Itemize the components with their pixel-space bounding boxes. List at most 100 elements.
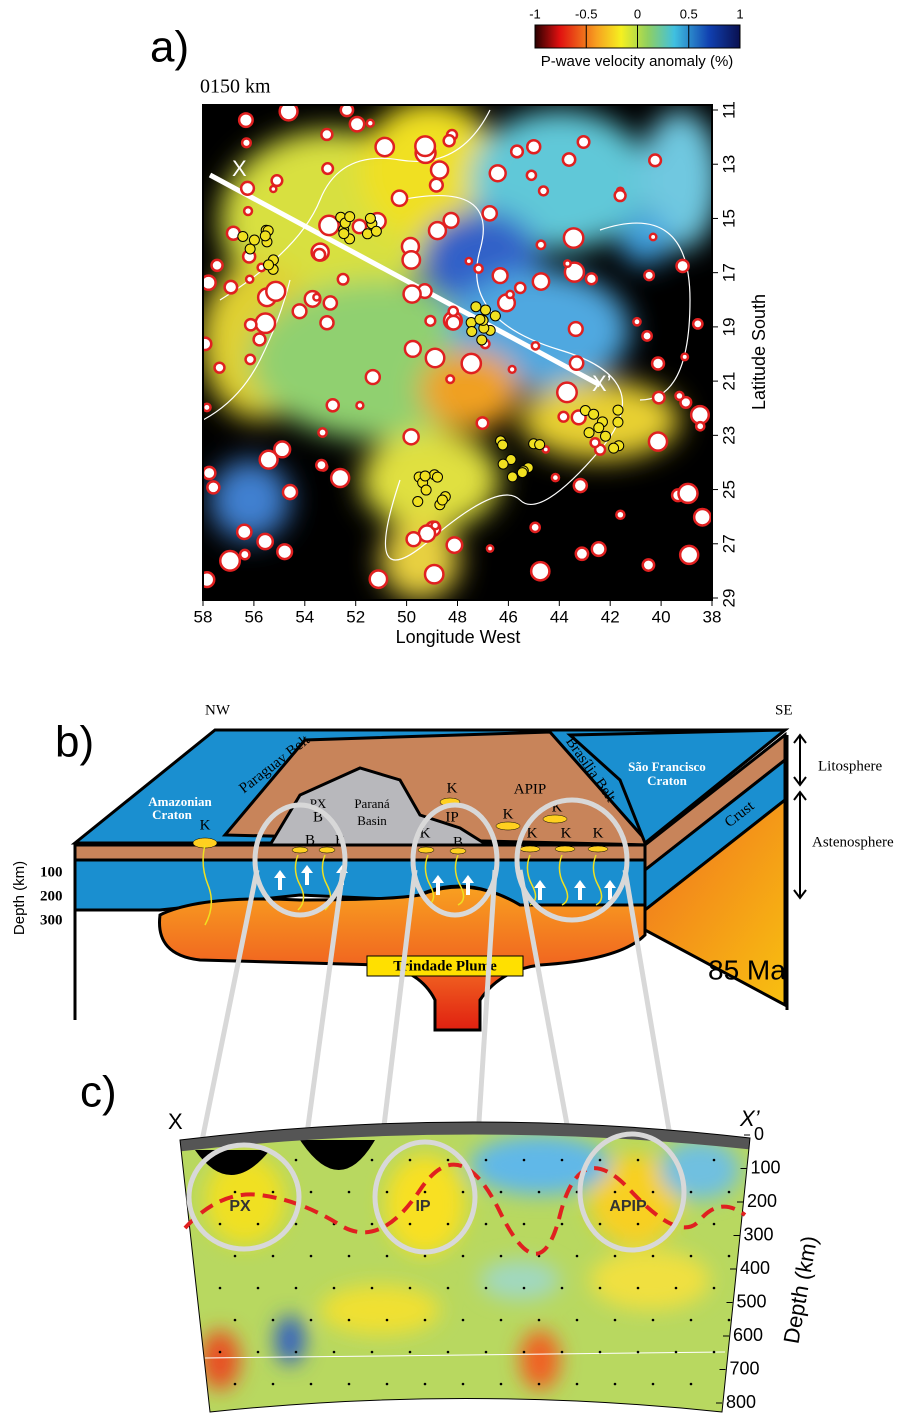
seismic-event (329, 467, 351, 489)
block-diagram (70, 728, 790, 1032)
grid-node (575, 1254, 579, 1258)
seismic-event (680, 352, 690, 362)
x-tick-label: 58 (194, 607, 213, 626)
x-tick-label: 44 (550, 607, 569, 626)
craton-label: Amazonian (148, 794, 212, 809)
grid-node (636, 1350, 640, 1354)
grid-node (385, 1382, 389, 1386)
basin-label: Basin (357, 813, 387, 828)
grid-node (332, 1286, 336, 1290)
grid-node (598, 1222, 602, 1226)
seismic-event (402, 428, 420, 446)
grid-node (423, 1382, 427, 1386)
grid-node (347, 1254, 351, 1258)
depth-tick-label: 300 (744, 1224, 774, 1244)
seismic-event (403, 339, 423, 359)
seismic-event (641, 558, 656, 572)
grid-node (674, 1286, 678, 1290)
depth-axis-label: Depth (km) (11, 861, 28, 935)
seismic-event (691, 318, 704, 330)
grid-node (309, 1318, 313, 1322)
seismic-event (692, 507, 712, 527)
grid-node (408, 1158, 412, 1162)
seismic-event (320, 127, 334, 142)
grid-node (256, 1286, 260, 1290)
depth-tick-label: 0 (754, 1124, 764, 1144)
seismic-event (351, 218, 368, 235)
grid-node (598, 1350, 602, 1354)
kimberlite-site (612, 404, 624, 416)
grid-node (370, 1350, 374, 1354)
y-tick-label: 15 (719, 209, 738, 228)
seismic-event (481, 205, 499, 222)
kimberlite-site (470, 301, 482, 313)
depth-ticks: 100 200 300 (40, 864, 63, 928)
seismic-event (427, 220, 448, 241)
grid-node (332, 1158, 336, 1162)
grid-node (423, 1254, 427, 1258)
seismic-event (203, 336, 213, 352)
grid-node (522, 1286, 526, 1290)
grid-node (560, 1350, 564, 1354)
panel-label: a) (150, 23, 189, 72)
colorbar-tick-label: 0 (634, 6, 641, 21)
seismic-event (281, 483, 299, 501)
grid-node (256, 1222, 260, 1226)
seismic-event (218, 549, 242, 572)
seismic-event (694, 420, 706, 432)
grid-node (271, 1190, 275, 1194)
seismic-event (507, 364, 517, 374)
kimberlite-site (474, 313, 486, 325)
apip-label: APIP (609, 1198, 647, 1215)
seismic-event (525, 139, 542, 155)
colorbar-ticks: -1 -0.5 0 0.5 1 (529, 6, 744, 48)
grid-node (651, 1318, 655, 1322)
seismic-event (244, 353, 257, 366)
grid-node (309, 1382, 313, 1386)
se-label: SE (775, 702, 793, 718)
kimberlite-site (608, 442, 620, 454)
seismic-event (348, 115, 366, 133)
grid-node (385, 1318, 389, 1322)
x-tick-label: 42 (601, 607, 620, 626)
depth-tick-label: 800 (726, 1392, 756, 1412)
seismic-event (576, 134, 591, 150)
seismic-event (445, 536, 464, 555)
seismic-event (368, 569, 389, 590)
grid-node (256, 1350, 260, 1354)
seismic-event (414, 135, 437, 158)
seismic-event (203, 274, 217, 292)
seismic-event (319, 314, 335, 331)
plume-label: Trindade Plume (393, 958, 497, 974)
kimberlite-site (599, 430, 611, 442)
grid-node (727, 1254, 731, 1258)
grid-node (370, 1286, 374, 1290)
seismic-event (650, 356, 666, 371)
x-tick-label: 40 (652, 607, 671, 626)
kimberlite-site (516, 467, 528, 479)
k-label: K (593, 825, 604, 841)
seismic-event (203, 571, 216, 589)
seismic-event (442, 211, 460, 230)
grid-node (347, 1382, 351, 1386)
seismic-event (491, 266, 509, 285)
grid-node (347, 1190, 351, 1194)
grid-node (499, 1190, 503, 1194)
profile-end: X’ (592, 371, 612, 396)
seismic-event (509, 144, 525, 159)
grid-node (689, 1382, 693, 1386)
seismic-event (276, 543, 294, 561)
colorbar-tick-label: 1 (736, 6, 743, 21)
seismic-event (648, 153, 663, 168)
lab-line (183, 1162, 747, 1256)
kimberlite-site (248, 234, 260, 246)
grid-node (522, 1350, 526, 1354)
litosphere-label: Litosphere (818, 758, 882, 774)
seismic-event (632, 316, 642, 327)
seismic-event (572, 477, 589, 494)
seismic-event (325, 398, 341, 413)
x-tick-label: 38 (703, 607, 722, 626)
seismic-event (424, 314, 437, 327)
seismic-event (291, 303, 308, 320)
